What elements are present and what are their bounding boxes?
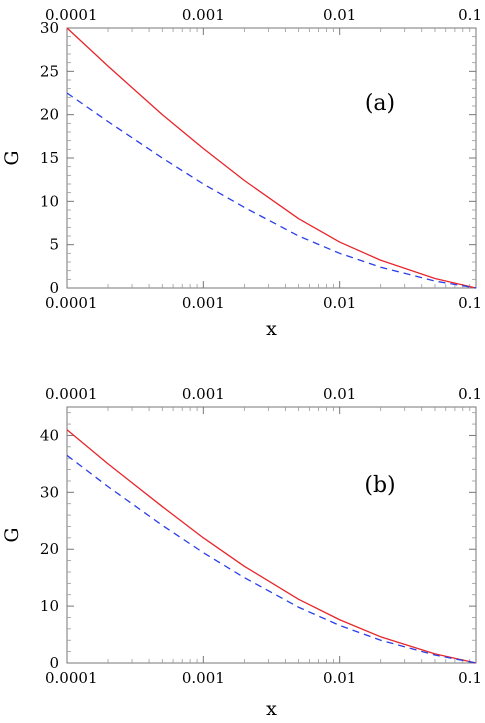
x-top-tick-label: 0.0001 xyxy=(45,6,98,24)
x-top-tick-label: 0.01 xyxy=(323,385,356,403)
dashed-series-line xyxy=(66,92,477,289)
solid-series-line xyxy=(66,429,477,664)
panel-label: (a) xyxy=(365,91,395,116)
y-tick-label: 10 xyxy=(40,597,59,615)
y-tick-label: 10 xyxy=(40,192,59,210)
x-axis-title: x xyxy=(266,318,277,340)
x-tick-label: 0.01 xyxy=(323,294,356,312)
x-top-tick-label: 0.001 xyxy=(182,385,225,403)
x-tick-label: 0.0001 xyxy=(45,669,98,687)
y-axis-title: G xyxy=(1,150,23,165)
panel-label: (b) xyxy=(364,473,395,498)
x-top-tick-label: 0.1 xyxy=(458,385,482,403)
x-tick-label: 0.01 xyxy=(323,669,356,687)
plot-frame xyxy=(66,27,477,289)
y-tick-label: 30 xyxy=(40,19,59,37)
y-tick-label: 30 xyxy=(40,483,59,501)
x-axis-title: x xyxy=(266,698,277,720)
x-tick-label: 0.001 xyxy=(182,669,225,687)
x-tick-label: 0.0001 xyxy=(45,294,98,312)
y-tick-label: 15 xyxy=(40,149,59,167)
y-axis-title: G xyxy=(1,527,23,542)
y-tick-label: 25 xyxy=(40,62,59,80)
x-top-tick-label: 0.0001 xyxy=(45,385,98,403)
x-top-tick-label: 0.01 xyxy=(323,6,356,24)
x-top-tick-label: 0.001 xyxy=(182,6,225,24)
chart-panel-a: 0.0001 0.0001 0.001 0.001 0.01 0.01 0.1 0.1 0 5 10… xyxy=(1,6,482,340)
y-tick-label: 40 xyxy=(40,426,59,444)
x-tick-label: 0.1 xyxy=(458,294,482,312)
y-tick-label: 20 xyxy=(40,540,59,558)
chart-panel-b: 0.0001 0.0001 0.001 0.001 0.01 0.01 0.1 0.1 0 10 2… xyxy=(1,385,482,720)
y-tick-label: 20 xyxy=(40,106,59,124)
x-tick-label: 0.1 xyxy=(458,669,482,687)
y-tick-label: 0 xyxy=(49,279,59,297)
dashed-series-line xyxy=(66,454,477,664)
y-tick-label: 0 xyxy=(49,654,59,672)
solid-series-line xyxy=(66,27,477,289)
x-top-tick-label: 0.1 xyxy=(458,6,482,24)
plot-frame xyxy=(66,406,477,664)
y-tick-label: 5 xyxy=(49,236,59,254)
x-tick-label: 0.001 xyxy=(182,294,225,312)
